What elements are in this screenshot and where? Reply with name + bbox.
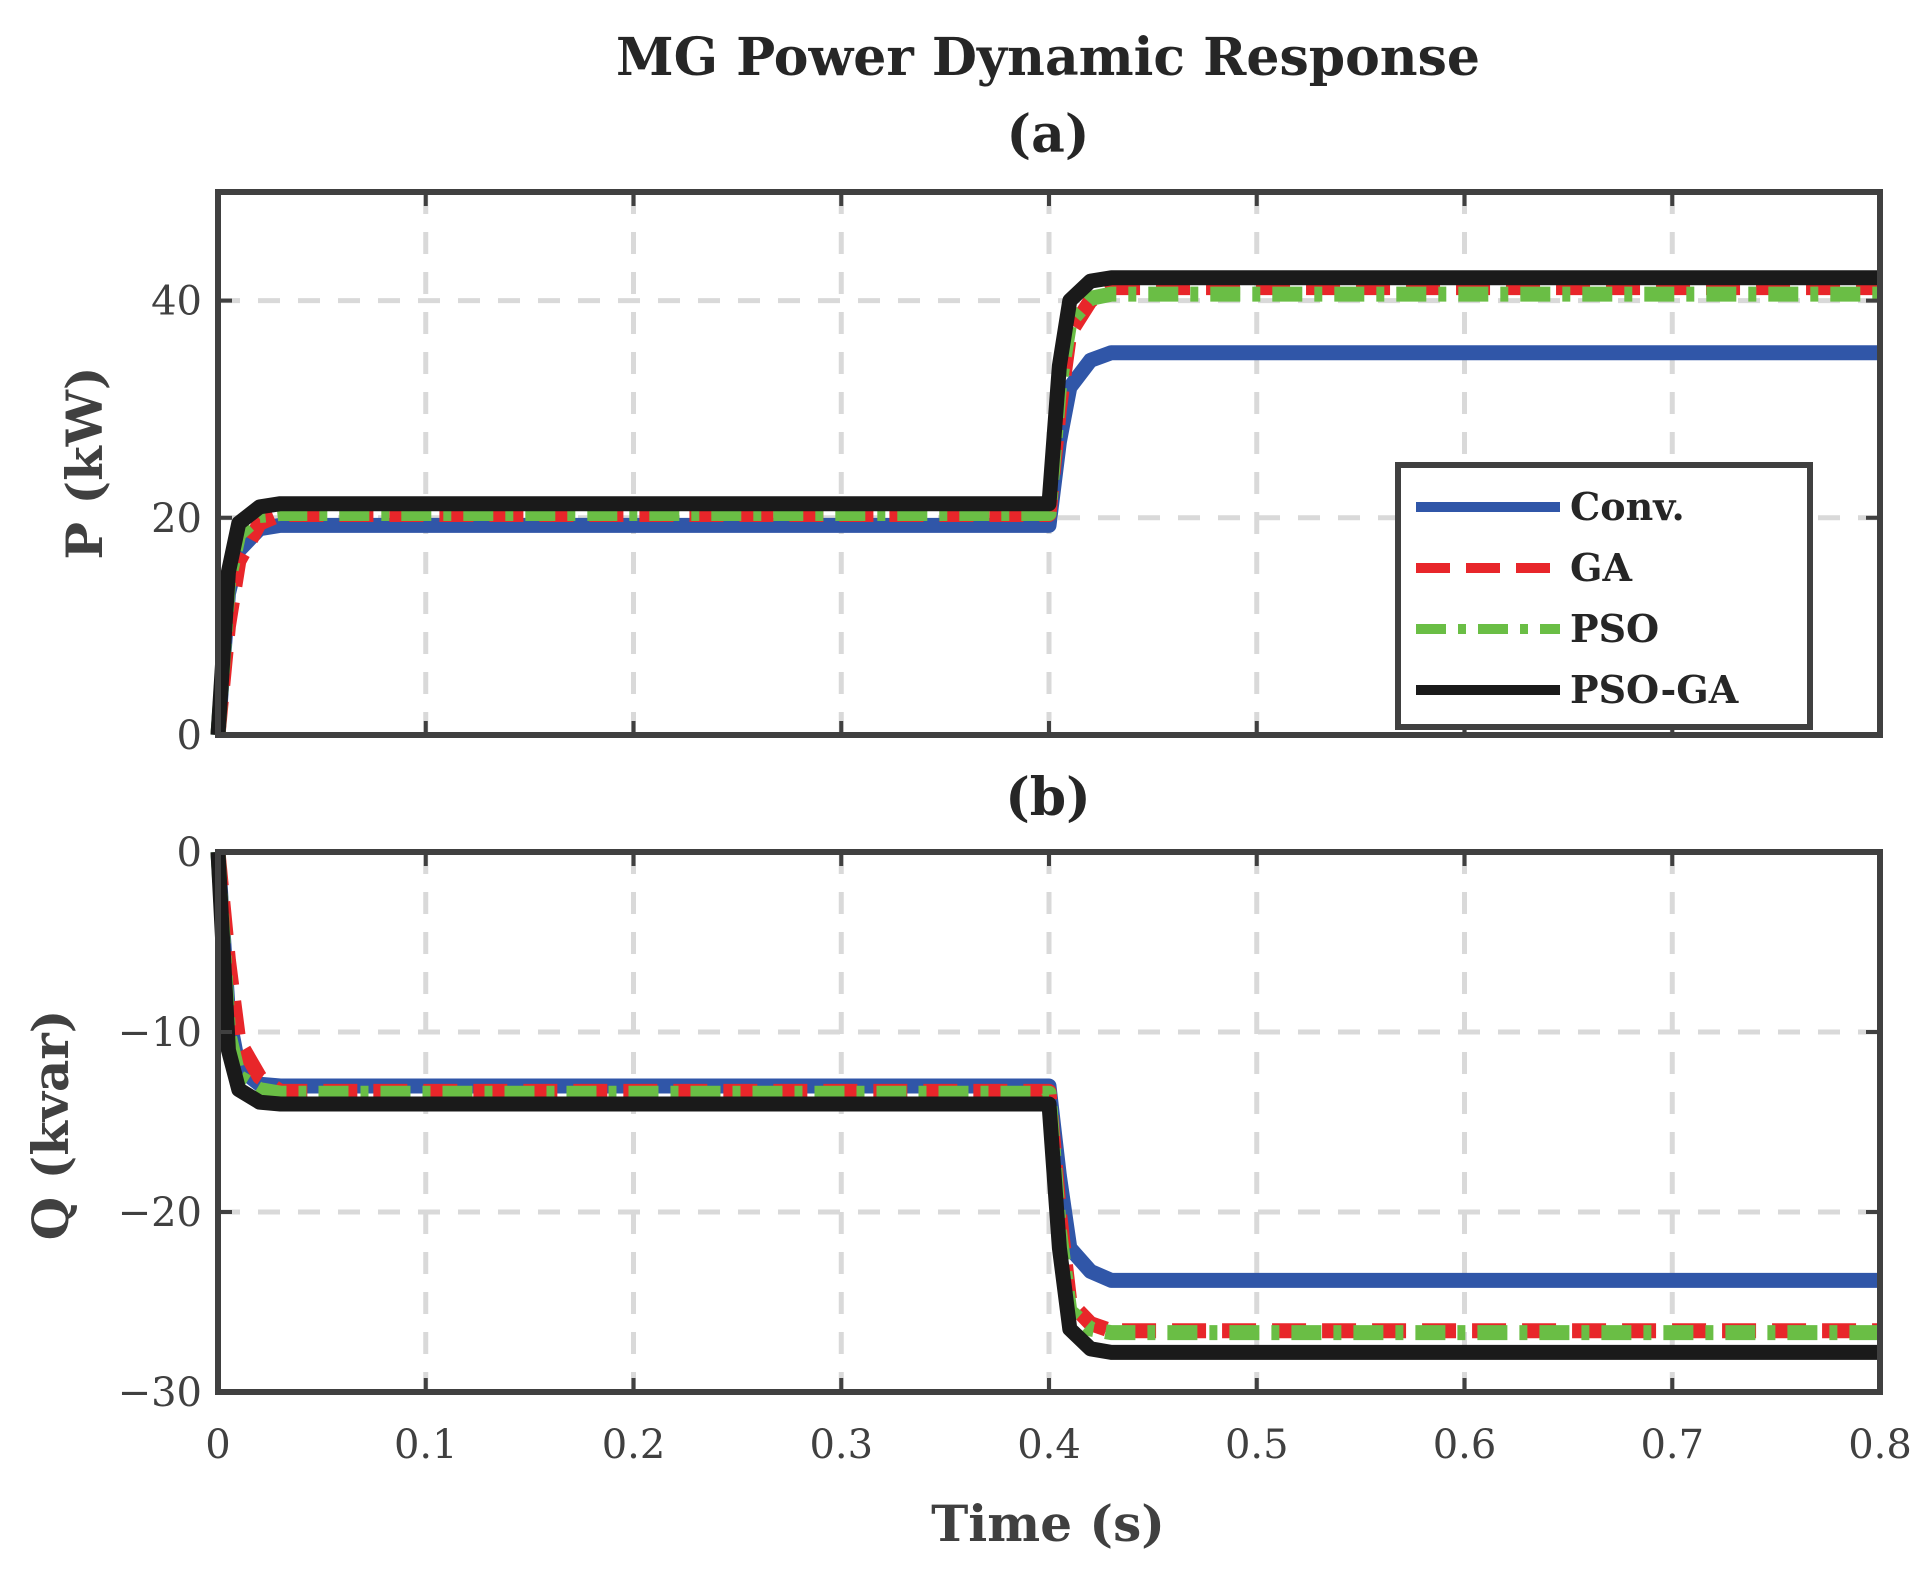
- series-line-pso: [210, 286, 1880, 736]
- y-tick-label: 0: [177, 713, 202, 759]
- series-line-pso-ga: [210, 851, 1880, 1360]
- x-axis-label: Time (s): [931, 1494, 1165, 1553]
- y-tick-label: −30: [118, 1370, 202, 1416]
- panel-a-plot: 0 20 40: [151, 189, 1883, 759]
- panel-frame: [215, 189, 1883, 738]
- y-tick-label: 40: [151, 279, 202, 325]
- x-tick-label: 0.6: [1433, 1422, 1497, 1468]
- legend-label: PSO-GA: [1570, 667, 1739, 712]
- x-tick-label: 0.1: [394, 1422, 458, 1468]
- y-tick-label: −10: [118, 1010, 202, 1056]
- y-axis-label-p: P (kW): [55, 366, 114, 559]
- panel-a-label: (a): [1007, 104, 1090, 165]
- chart-title: MG Power Dynamic Response: [616, 27, 1480, 88]
- y-tick-label: −20: [118, 1190, 202, 1236]
- x-tick-label: 0.3: [809, 1422, 873, 1468]
- x-tick-label: 0: [205, 1422, 230, 1468]
- legend-label: GA: [1570, 545, 1632, 590]
- x-tick-label: 0.5: [1225, 1422, 1289, 1468]
- y-tick-label: 0: [177, 830, 202, 876]
- legend-label: Conv.: [1570, 484, 1685, 529]
- panel-b-plot: 0 −10 −20 −30: [118, 830, 1883, 1416]
- x-tick-label: 0.8: [1848, 1422, 1912, 1468]
- y-tick-label: 20: [151, 496, 202, 542]
- panel-frame: [215, 849, 1883, 1395]
- series-line-pso-ga: [210, 270, 1880, 736]
- x-tick-label: 0.4: [1017, 1422, 1081, 1468]
- x-tick-label: 0.2: [602, 1422, 666, 1468]
- x-tick-labels: 0 0.1 0.2 0.3 0.4 0.5 0.6 0.7 0.8: [205, 1422, 1912, 1468]
- x-tick-label: 0.7: [1640, 1422, 1704, 1468]
- panel-b-label: (b): [1005, 767, 1091, 828]
- legend-label: PSO: [1570, 606, 1659, 651]
- y-axis-label-q: Q (kvar): [21, 1010, 80, 1241]
- legend: Conv. GA PSO PSO-GA: [1395, 462, 1813, 730]
